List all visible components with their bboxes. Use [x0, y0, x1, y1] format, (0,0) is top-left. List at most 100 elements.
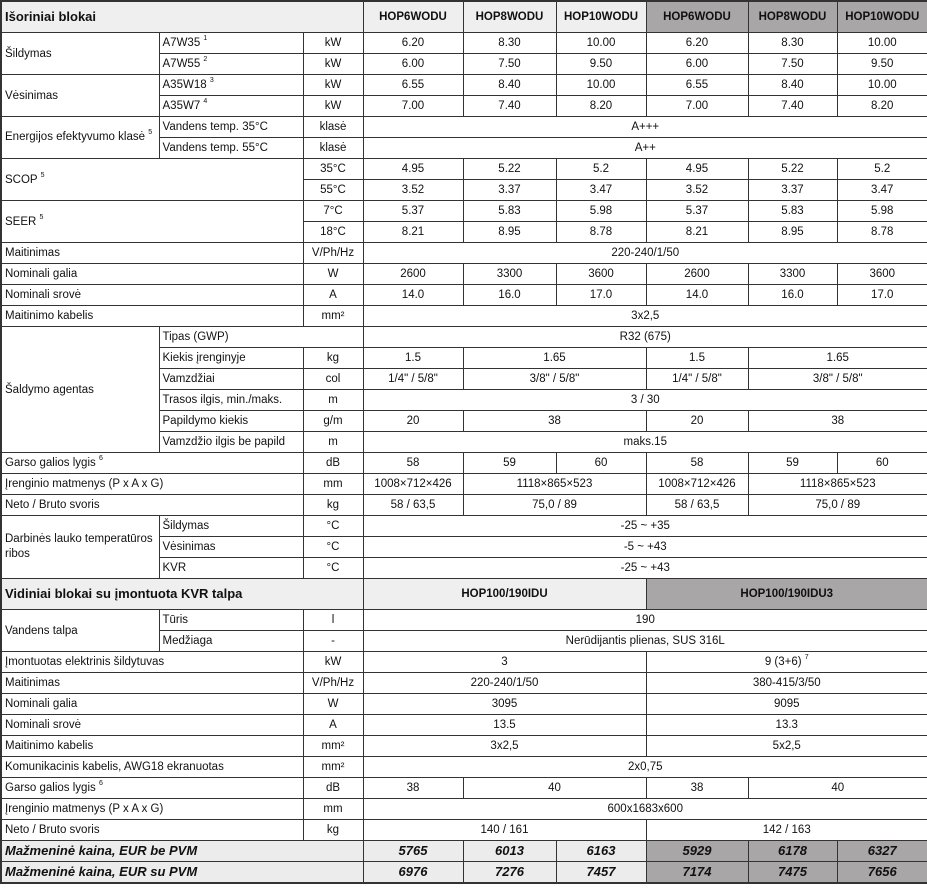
indoor-title: Vidiniai blokai su įmontuota KVR talpa	[0, 578, 364, 610]
row-label: Vėsinimas	[0, 74, 160, 117]
value: 3.47	[555, 179, 647, 201]
table-row: Vėsinimas A35W18 3 kW 6.55 8.40 10.00 6.…	[0, 74, 927, 117]
table-row: SCOP 5 35°C 4.95 5.22 5.2 4.95 5.22 5.2	[0, 158, 927, 201]
row-label: Nominali galia	[0, 263, 304, 285]
value: 8.20	[555, 95, 647, 117]
footnote: 5	[40, 171, 45, 179]
value: 20	[362, 410, 464, 432]
value: 5.83	[462, 200, 557, 222]
unit: °C	[302, 515, 364, 537]
price-value: 7457	[555, 861, 647, 884]
value: 7.50	[747, 53, 838, 75]
value: maks.15	[362, 431, 927, 453]
value: -25 ~ +35	[362, 515, 927, 537]
price-value: 6327	[836, 840, 927, 862]
value: 3	[362, 651, 647, 673]
value: 220-240/1/50	[362, 672, 647, 694]
condition-text: A35W7	[162, 100, 201, 112]
value: A+++	[362, 116, 927, 138]
footnote: 6	[98, 780, 103, 787]
unit: dB	[302, 452, 364, 474]
condition: A35W7 4	[158, 95, 304, 117]
row-label: Garso galios lygis 6	[0, 452, 304, 474]
footnote: 2	[203, 56, 208, 63]
value: 59	[747, 452, 838, 474]
unit: klasė	[302, 116, 364, 138]
value: 38	[462, 410, 647, 432]
price-label: Mažmeninė kaina, EUR be PVM	[0, 840, 364, 862]
table-row: Nominali galia W 2600 3300 3600 2600 330…	[0, 263, 927, 285]
condition: Vandens temp. 35°C	[158, 116, 304, 138]
unit: kW	[302, 74, 364, 96]
value: R32 (675)	[362, 326, 927, 348]
condition: Tipas (GWP)	[158, 326, 364, 348]
value: 5.2	[836, 158, 927, 180]
value: 60	[836, 452, 927, 474]
value: 9.50	[836, 53, 927, 75]
value: 142 / 163	[645, 819, 927, 841]
value: Nerūdijantis plienas, SUS 316L	[362, 630, 927, 652]
price-value: 7174	[645, 861, 749, 884]
model-header: HOP10WODU	[836, 0, 927, 33]
value: 3.52	[645, 179, 749, 201]
value: 7.40	[747, 95, 838, 117]
value: -5 ~ +43	[362, 536, 927, 558]
value: -25 ~ +43	[362, 557, 927, 579]
unit: W	[302, 263, 364, 285]
value: 8.40	[747, 74, 838, 96]
unit: dB	[302, 777, 364, 799]
label-text: SEER	[5, 215, 37, 228]
value: 10.00	[836, 32, 927, 54]
value: 3600	[836, 263, 927, 285]
value: 8.30	[462, 32, 557, 54]
value: 5.37	[362, 200, 464, 222]
value: 1118×865×523	[462, 473, 647, 495]
condition: Vandens temp. 55°C	[158, 137, 304, 159]
value: 3/8" / 5/8"	[462, 368, 647, 390]
value: 5.98	[836, 200, 927, 222]
unit: kW	[302, 53, 364, 75]
value: 7.50	[462, 53, 557, 75]
unit: kg	[302, 819, 364, 841]
value: 1.65	[747, 347, 927, 369]
condition: Vamzdžiai	[158, 368, 304, 390]
footnote: 5	[39, 213, 44, 221]
unit: mm²	[302, 756, 364, 778]
value: 7.40	[462, 95, 557, 117]
value: 190	[362, 609, 927, 631]
table-row: Įmontuotas elektrinis šildytuvas kW 3 9 …	[0, 651, 927, 673]
value: 16.0	[462, 284, 557, 306]
unit: m	[302, 389, 364, 411]
row-label: Šaldymo agentas	[0, 326, 160, 453]
value: 8.40	[462, 74, 557, 96]
row-label: Maitinimo kabelis	[0, 735, 304, 757]
table-row: Įrenginio matmenys (P x A x G) mm 600x16…	[0, 798, 927, 820]
condition: A7W35 1	[158, 32, 304, 54]
value: 3 / 30	[362, 389, 927, 411]
table-row: Nominali srovė A 14.0 16.0 17.0 14.0 16.…	[0, 284, 927, 306]
table-row: Vamzdžio ilgis be papild m maks.15	[1, 431, 927, 453]
value: 7.00	[645, 95, 749, 117]
table-row: Vėsinimas °C -5 ~ +43	[1, 536, 927, 558]
unit: mm	[302, 473, 364, 495]
value: 9.50	[555, 53, 647, 75]
model-header: HOP100/190IDU	[362, 578, 647, 610]
condition: Tūris	[158, 609, 304, 631]
row-label: Nominali srovė	[0, 714, 304, 736]
model-header: HOP10WODU	[555, 0, 647, 33]
unit: kW	[302, 651, 364, 673]
unit: kW	[302, 32, 364, 54]
price-label: Mažmeninė kaina, EUR su PVM	[0, 861, 364, 884]
condition: Medžiaga	[158, 630, 304, 652]
unit: kg	[302, 494, 364, 516]
table-row: Maitinimo kabelis mm² 3x2,5 5x2,5	[0, 735, 927, 757]
value: 38	[747, 410, 927, 432]
condition: Šildymas	[158, 515, 304, 537]
unit: mm²	[302, 735, 364, 757]
value: 59	[462, 452, 557, 474]
table-row: A35W7 4 kW 7.00 7.40 8.20 7.00 7.40 8.20	[1, 95, 927, 117]
table-row: Vamzdžiai col 1/4" / 5/8" 3/8" / 5/8" 1/…	[1, 368, 927, 390]
value: 3300	[747, 263, 838, 285]
price-row: Mažmeninė kaina, EUR be PVM 5765 6013 61…	[0, 840, 927, 862]
value: 17.0	[555, 284, 647, 306]
